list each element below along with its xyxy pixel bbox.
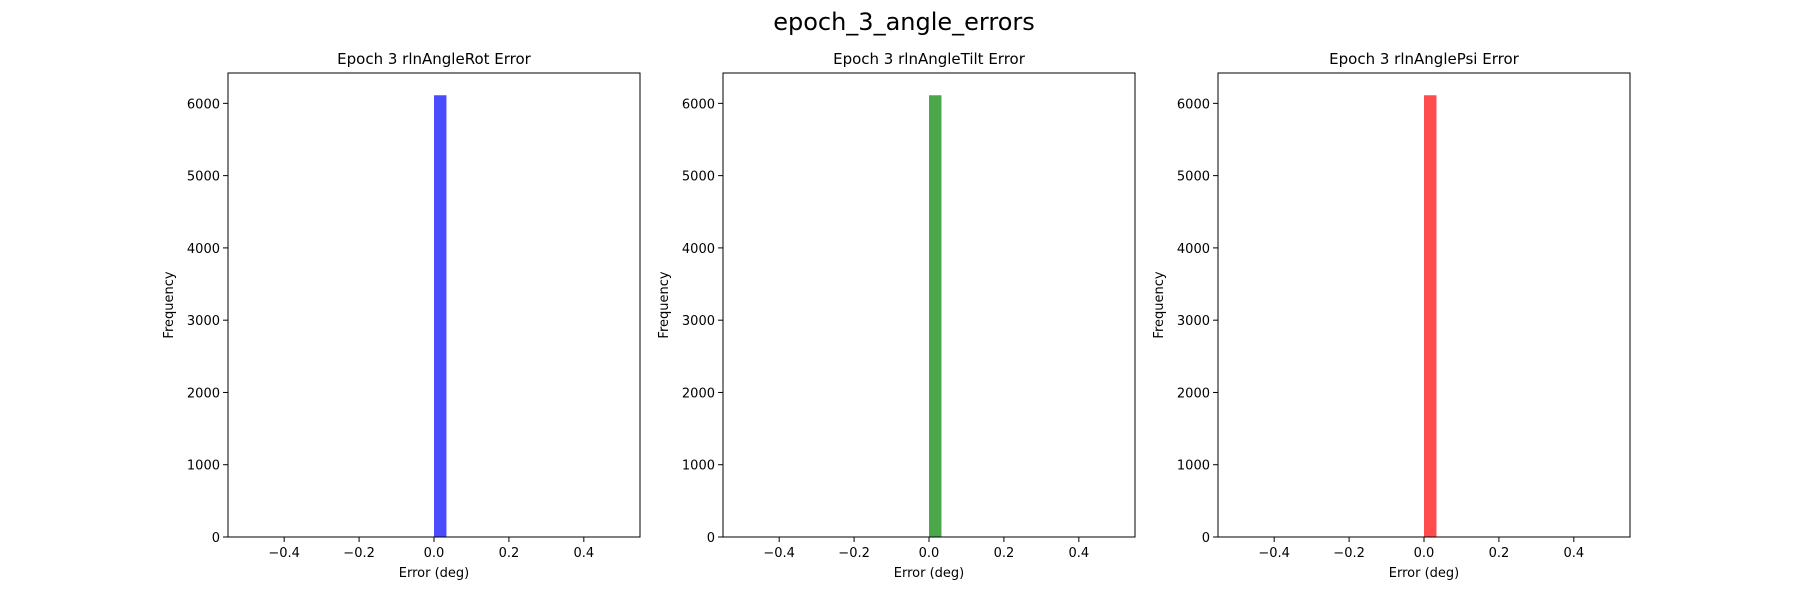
figure-title: epoch_3_angle_errors: [773, 8, 1035, 36]
y-tick-label: 1000: [187, 459, 220, 474]
histogram-bar: [1424, 95, 1437, 537]
x-tick-label: −0.2: [838, 546, 870, 561]
y-axis-label: Frequency: [1152, 271, 1167, 338]
subplot-title: Epoch 3 rlnAnglePsi Error: [1329, 50, 1519, 68]
x-tick-label: 0.0: [919, 546, 940, 561]
y-tick-label: 6000: [1177, 97, 1210, 112]
y-tick-label: 5000: [1177, 170, 1210, 185]
y-tick-label: 2000: [187, 386, 220, 401]
y-tick-label: 2000: [682, 386, 715, 401]
y-axis-label: Frequency: [162, 271, 177, 338]
y-tick-label: 4000: [187, 242, 220, 257]
x-tick-label: −0.2: [1333, 546, 1365, 561]
subplot-title: Epoch 3 rlnAngleRot Error: [337, 50, 532, 68]
y-tick-label: 0: [707, 531, 715, 546]
y-tick-label: 0: [1202, 531, 1210, 546]
subplot-title: Epoch 3 rlnAngleTilt Error: [833, 50, 1026, 68]
y-tick-label: 2000: [1177, 386, 1210, 401]
x-tick-label: 0.0: [1414, 546, 1435, 561]
x-tick-label: 0.0: [424, 546, 445, 561]
y-tick-label: 4000: [682, 242, 715, 257]
x-axis-label: Error (deg): [399, 566, 469, 581]
x-tick-label: 0.2: [1489, 546, 1510, 561]
subplot-1: −0.4 −0.2 0.0 0.2 0.4 0 1000 2000 3000 4000 5000 60…: [162, 50, 641, 581]
y-tick-label: 6000: [187, 97, 220, 112]
y-tick-label: 3000: [682, 314, 715, 329]
subplot-panels: −0.4 −0.2 0.0 0.2 0.4 0 1000 2000 3000 4000 5000 60…: [162, 50, 1631, 581]
subplot-3: −0.4 −0.2 0.0 0.2 0.4 0 1000 2000 3000 4000 5000 60…: [1152, 50, 1631, 581]
y-tick-label: 1000: [1177, 459, 1210, 474]
x-tick-label: 0.4: [1068, 546, 1089, 561]
subplot-2: −0.4 −0.2 0.0 0.2 0.4 0 1000 2000 3000 4000 5000 60…: [657, 50, 1136, 581]
x-tick-label: −0.4: [1258, 546, 1290, 561]
x-tick-label: 0.4: [573, 546, 594, 561]
y-tick-label: 3000: [1177, 314, 1210, 329]
x-axis-label: Error (deg): [894, 566, 964, 581]
x-tick-label: 0.2: [499, 546, 520, 561]
y-tick-label: 4000: [1177, 242, 1210, 257]
x-tick-label: −0.4: [268, 546, 300, 561]
x-axis-label: Error (deg): [1389, 566, 1459, 581]
x-tick-label: 0.4: [1563, 546, 1584, 561]
histogram-bar: [929, 95, 942, 537]
y-tick-label: 0: [212, 531, 220, 546]
y-tick-label: 1000: [682, 459, 715, 474]
histogram-bar: [434, 95, 447, 537]
x-tick-label: −0.2: [343, 546, 375, 561]
x-tick-label: 0.2: [994, 546, 1015, 561]
y-tick-label: 3000: [187, 314, 220, 329]
x-tick-label: −0.4: [763, 546, 795, 561]
y-tick-label: 5000: [682, 170, 715, 185]
y-axis-label: Frequency: [657, 271, 672, 338]
y-tick-label: 5000: [187, 170, 220, 185]
y-tick-label: 6000: [682, 97, 715, 112]
